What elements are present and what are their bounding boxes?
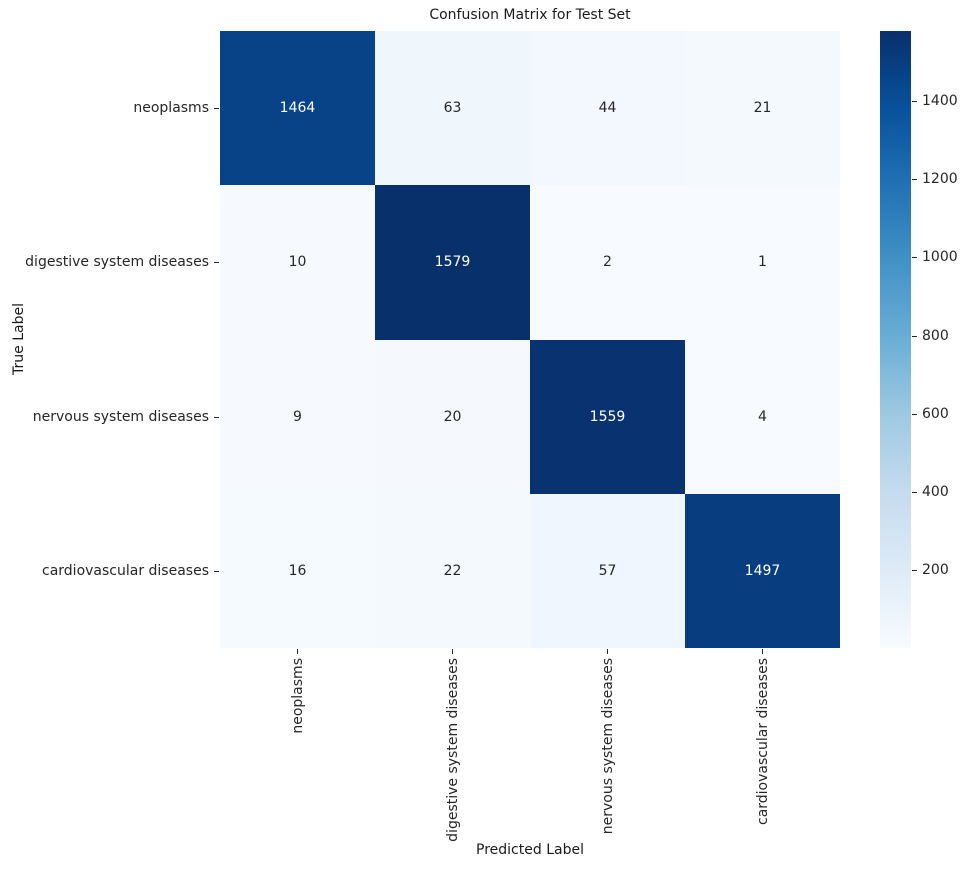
x-tick-label: digestive system diseases xyxy=(444,658,461,842)
heatmap-cell: 57 xyxy=(530,493,685,648)
x-tick-mark xyxy=(297,649,298,654)
chart-title: Confusion Matrix for Test Set xyxy=(429,7,631,23)
colorbar-tick-label: 800 xyxy=(922,327,949,344)
heatmap-cell: 9 xyxy=(220,339,375,494)
heatmap-cell: 1559 xyxy=(530,339,685,494)
cell-value: 21 xyxy=(753,100,772,117)
cell-value: 1464 xyxy=(279,100,316,117)
cell-value: 16 xyxy=(288,562,307,579)
y-tick-mark xyxy=(214,570,219,572)
y-tick-mark xyxy=(214,262,219,264)
heatmap-cell: 20 xyxy=(375,339,530,494)
heatmap-cell: 10 xyxy=(220,185,375,340)
colorbar-tick-mark xyxy=(912,335,917,337)
heatmap-cell: 1 xyxy=(685,185,840,340)
heatmap-cell: 22 xyxy=(375,493,530,648)
colorbar-tick-mark xyxy=(912,179,917,181)
x-tick-label: cardiovascular diseases xyxy=(754,658,771,825)
heatmap-grid: 1464 63 44 21 10 1579 2 1 9 20 1559 4 16 22 57 1497 xyxy=(220,31,840,648)
colorbar xyxy=(880,31,911,648)
cell-value: 57 xyxy=(598,562,617,579)
cell-value: 22 xyxy=(443,562,462,579)
cell-value: 44 xyxy=(598,100,617,117)
heatmap-cell: 63 xyxy=(375,31,530,186)
y-tick-label: neoplasms xyxy=(133,100,209,117)
heatmap-cell: 4 xyxy=(685,339,840,494)
x-tick-label: nervous system diseases xyxy=(599,658,616,835)
colorbar-tick-mark xyxy=(912,491,917,493)
colorbar-tick-mark xyxy=(912,413,917,415)
colorbar-tick-label: 1400 xyxy=(922,92,958,109)
heatmap-cell: 21 xyxy=(685,31,840,186)
cell-value: 2 xyxy=(603,254,612,271)
x-tick-label: neoplasms xyxy=(289,658,306,734)
cell-value: 9 xyxy=(293,408,302,425)
cell-value: 1 xyxy=(758,254,767,271)
x-tick-mark xyxy=(607,649,608,654)
cell-value: 1497 xyxy=(744,562,781,579)
colorbar-tick-label: 200 xyxy=(922,562,949,579)
colorbar-tick-mark xyxy=(912,257,917,259)
y-tick-label: cardiovascular diseases xyxy=(42,562,209,579)
heatmap-cell: 2 xyxy=(530,185,685,340)
heatmap-cell: 16 xyxy=(220,493,375,648)
colorbar-tick-label: 1000 xyxy=(922,249,958,266)
colorbar-tick-mark xyxy=(912,100,917,102)
cell-value: 63 xyxy=(443,100,462,117)
heatmap-cell: 1497 xyxy=(685,493,840,648)
colorbar-tick-label: 400 xyxy=(922,483,949,500)
cell-value: 1579 xyxy=(434,254,471,271)
cell-value: 4 xyxy=(758,408,767,425)
heatmap-cell: 1579 xyxy=(375,185,530,340)
heatmap-cell: 1464 xyxy=(220,31,375,186)
colorbar-tick-mark xyxy=(912,570,917,572)
y-tick-label: nervous system diseases xyxy=(32,408,209,425)
cell-value: 10 xyxy=(288,254,307,271)
colorbar-tick-label: 600 xyxy=(922,405,949,422)
cell-value: 20 xyxy=(443,408,462,425)
y-axis-label: True Label xyxy=(11,303,27,375)
x-axis-label: Predicted Label xyxy=(476,842,584,858)
y-tick-mark xyxy=(214,416,219,418)
x-tick-mark xyxy=(452,649,453,654)
x-tick-mark xyxy=(762,649,763,654)
heatmap-cell: 44 xyxy=(530,31,685,186)
y-tick-label: digestive system diseases xyxy=(25,254,209,271)
cell-value: 1559 xyxy=(589,408,626,425)
y-tick-mark xyxy=(214,108,219,110)
colorbar-tick-label: 1200 xyxy=(922,171,958,188)
